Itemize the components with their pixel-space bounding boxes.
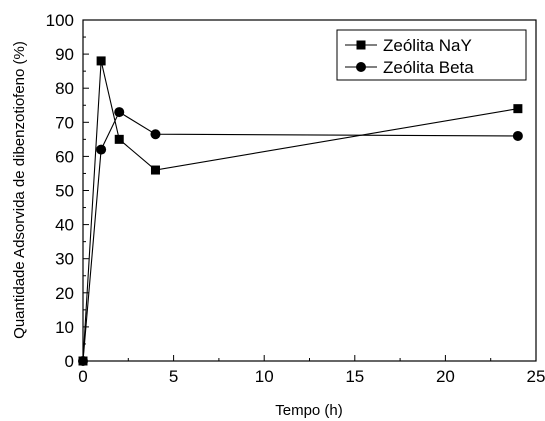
x-axis-title: Tempo (h) bbox=[275, 402, 343, 419]
x-tick-label: 5 bbox=[169, 367, 178, 386]
circle-marker bbox=[114, 107, 125, 118]
x-axis: 0 5 10 15 20 25 bbox=[78, 355, 545, 386]
square-marker bbox=[96, 56, 106, 66]
y-tick-label: 60 bbox=[55, 147, 74, 166]
circle-marker bbox=[356, 62, 366, 72]
circle-marker bbox=[150, 129, 161, 140]
circle-marker bbox=[512, 130, 523, 141]
x-tick-label: 25 bbox=[527, 367, 545, 386]
series-line bbox=[82, 111, 518, 362]
y-tick-label: 10 bbox=[55, 318, 74, 337]
y-tick-label: 30 bbox=[55, 250, 74, 269]
square-marker bbox=[150, 165, 160, 175]
series-2 bbox=[78, 107, 523, 366]
x-tick-label: 15 bbox=[345, 367, 364, 386]
square-marker bbox=[114, 134, 124, 144]
y-tick-label: 100 bbox=[46, 11, 74, 30]
series-layer bbox=[78, 56, 523, 366]
square-marker bbox=[356, 40, 366, 50]
y-tick-label: 80 bbox=[55, 79, 74, 98]
y-tick-label: 50 bbox=[55, 182, 74, 201]
circle-marker bbox=[78, 356, 88, 366]
legend: Zeólita NaY Zeólita Beta bbox=[336, 29, 527, 81]
x-tick-label: 0 bbox=[78, 367, 87, 386]
y-tick-label: 20 bbox=[55, 284, 74, 303]
x-tick-label: 10 bbox=[255, 367, 274, 386]
circle-marker bbox=[96, 144, 107, 155]
square-marker bbox=[513, 104, 523, 114]
legend-label: Zeólita Beta bbox=[383, 58, 474, 77]
y-tick-label: 0 bbox=[65, 352, 74, 371]
y-axis-title: Quantidade Adsorvida de dibenzotiofeno (… bbox=[11, 41, 28, 339]
y-tick-label: 40 bbox=[55, 216, 74, 235]
series-1 bbox=[78, 56, 523, 366]
legend-box bbox=[336, 29, 527, 81]
y-tick-label: 90 bbox=[55, 45, 74, 64]
x-tick-label: 20 bbox=[436, 367, 455, 386]
series-line bbox=[82, 60, 518, 362]
legend-label: Zeólita NaY bbox=[383, 36, 472, 55]
y-tick-label: 70 bbox=[55, 113, 74, 132]
